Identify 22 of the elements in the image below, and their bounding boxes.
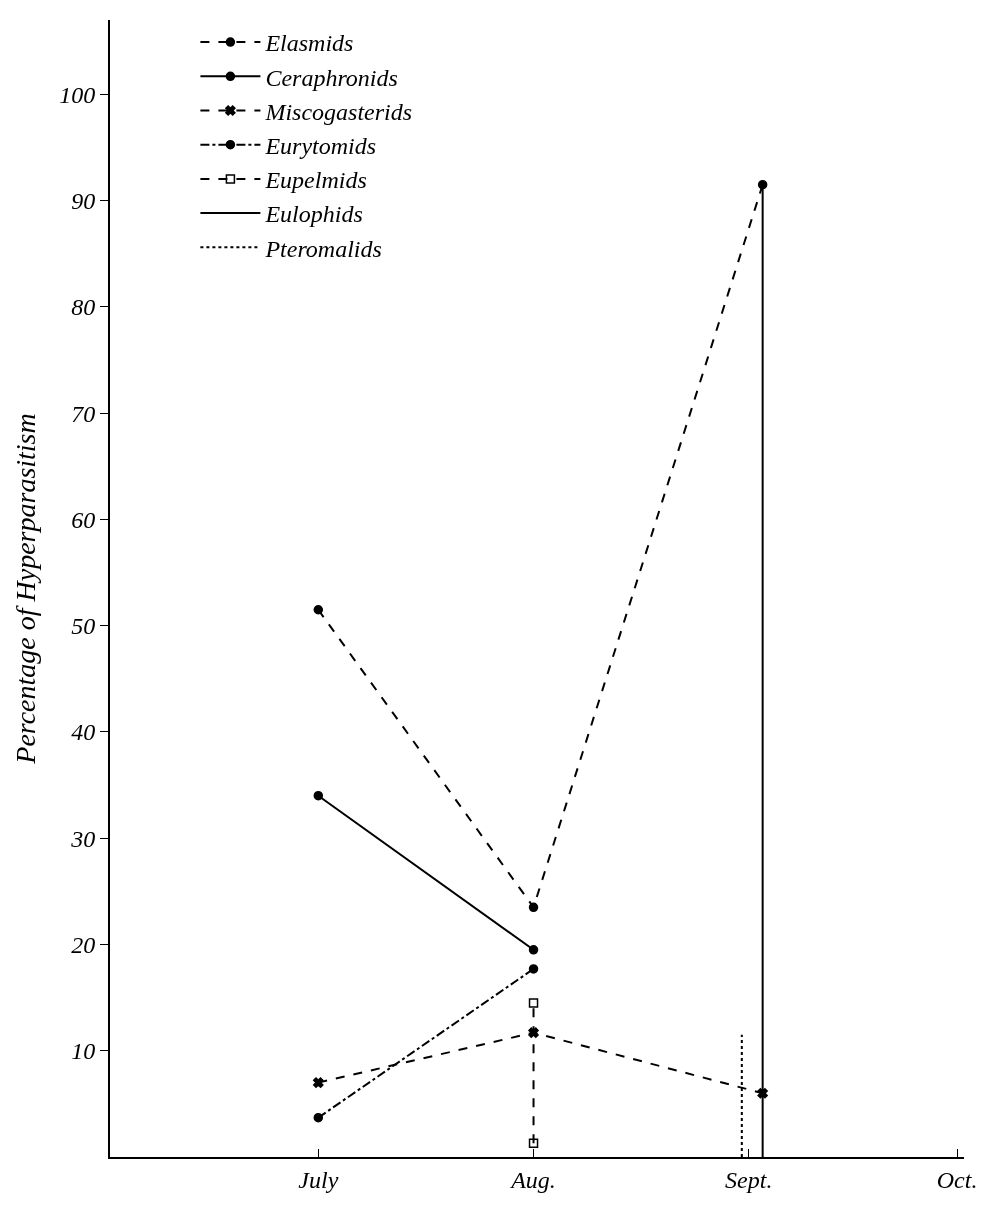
y-tick-label: 20 [71,931,96,958]
y-tick-label: 70 [71,400,96,427]
y-tick-label: 50 [71,613,96,640]
legend-label: Eulophids [264,201,363,228]
legend-label: Eurytomids [264,133,377,160]
legend-label: Miscogasterids [264,98,413,125]
x-tick-label: Aug. [509,1166,556,1193]
y-axis-title: Percentage of Hyperparasitism [10,413,42,765]
y-tick-label: 40 [71,719,96,746]
y-tick-label: 30 [70,825,96,852]
y-tick-label: 90 [71,188,96,215]
y-tick-label: 100 [59,81,96,108]
legend-label: Pteromalids [264,235,382,262]
x-tick-label: July [298,1166,339,1193]
legend-label: Eupelmids [264,167,367,194]
y-tick-label: 60 [71,506,96,533]
legend-label: Ceraphronids [265,64,398,91]
x-tick-label: Oct. [936,1166,978,1193]
legend-label: Elasmids [264,30,354,57]
y-tick-label: 10 [71,1038,96,1065]
x-tick-label: Sept. [725,1166,773,1193]
y-tick-label: 80 [71,294,96,321]
